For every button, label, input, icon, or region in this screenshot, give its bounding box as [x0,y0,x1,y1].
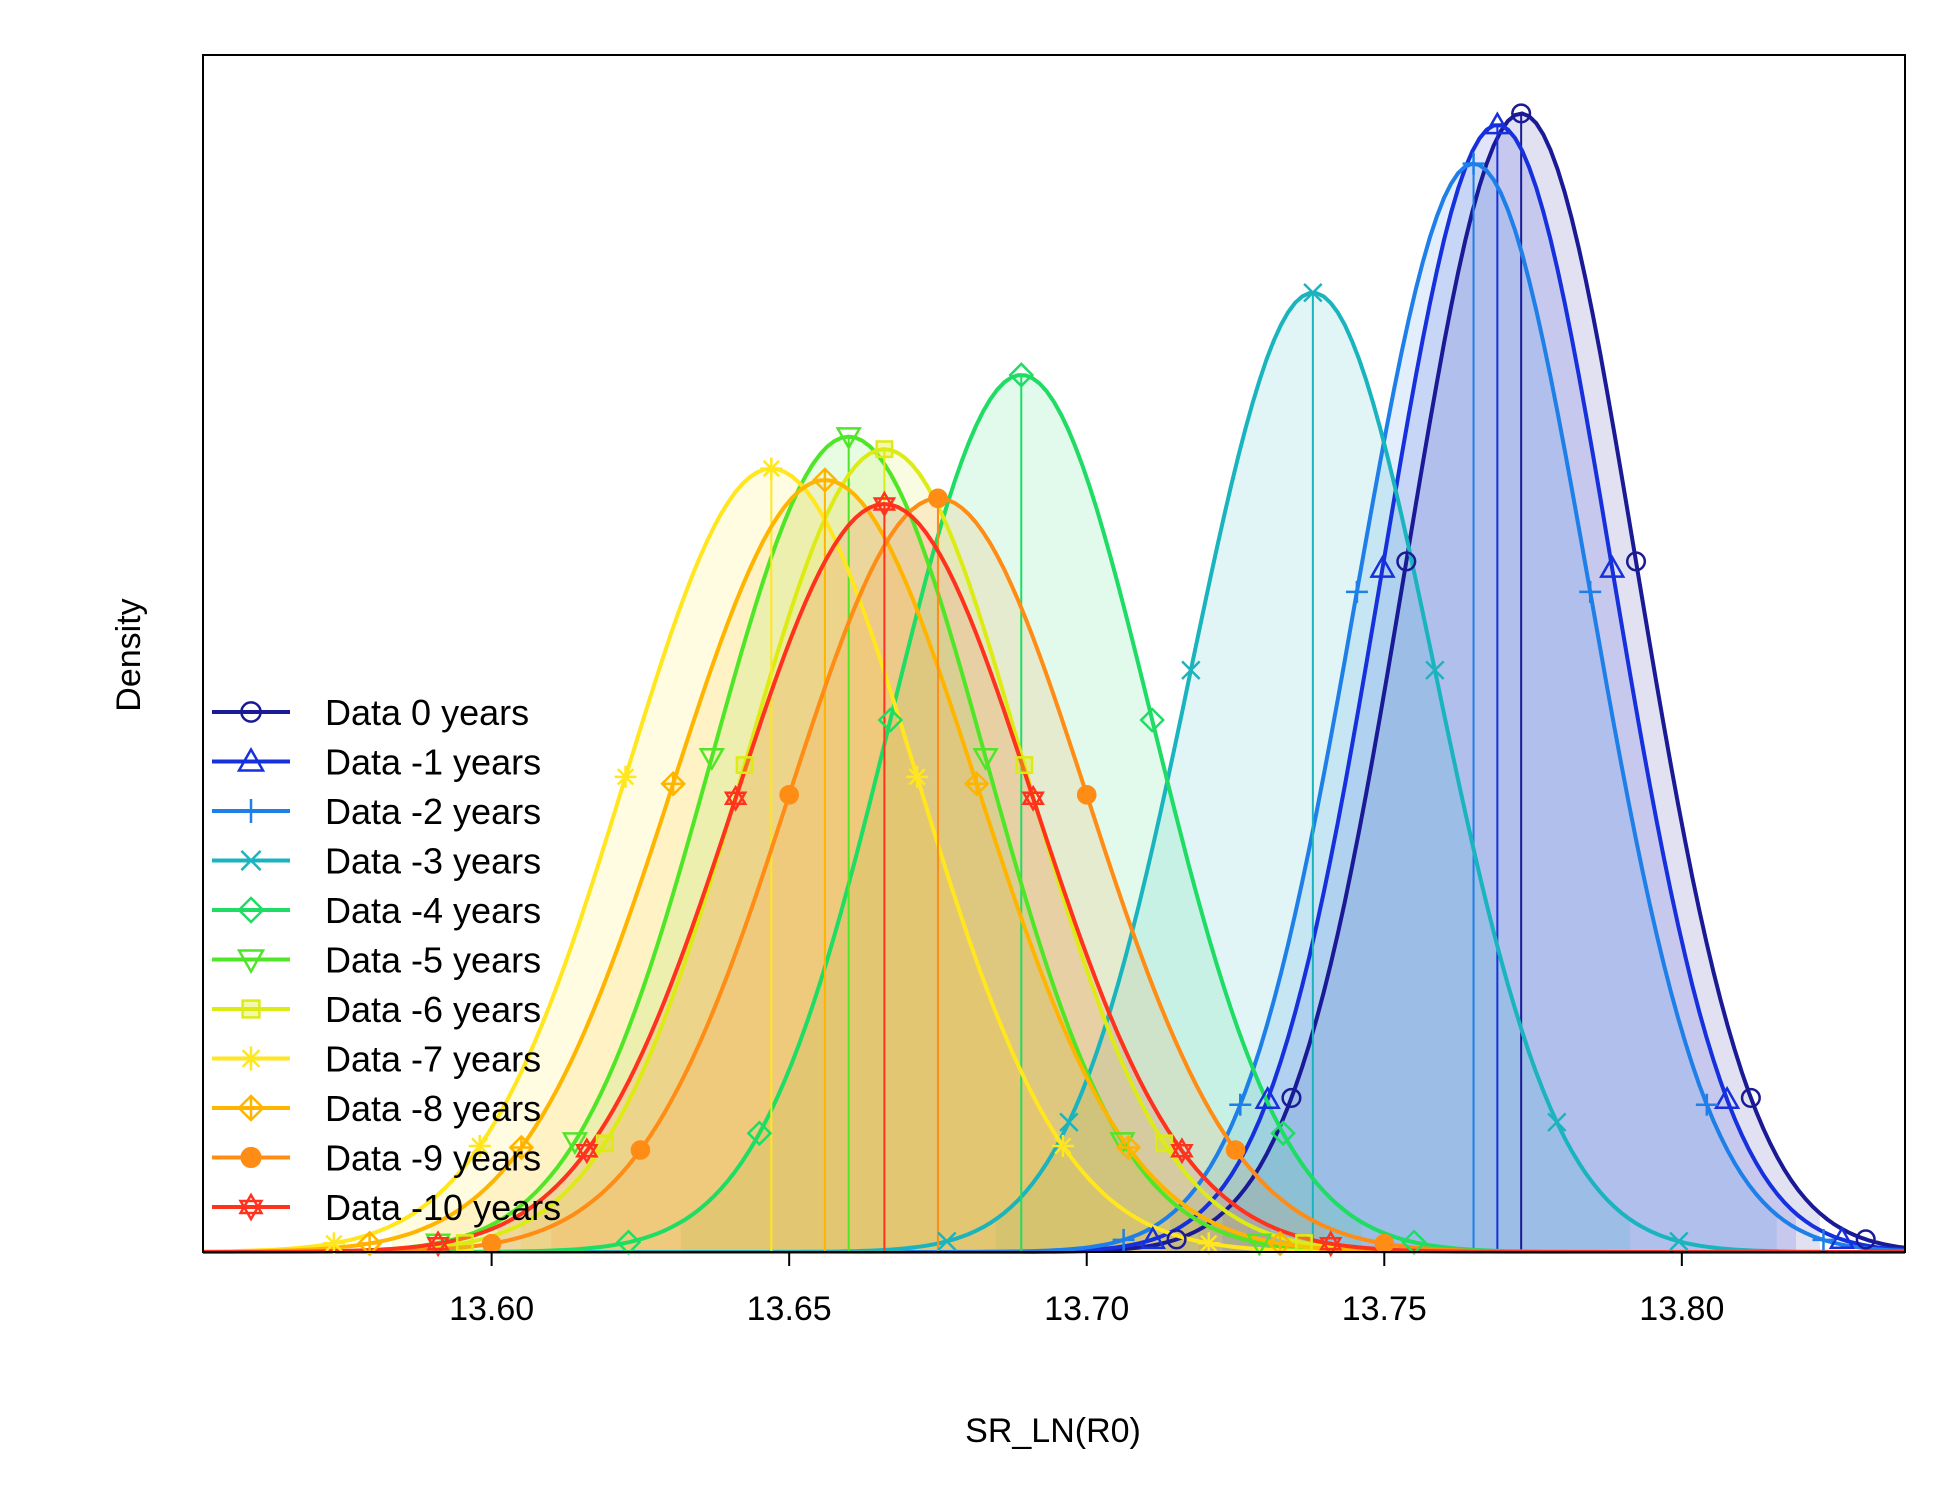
x-axis-label: SR_LN(R0) [965,1412,1141,1450]
legend-item: Data -4 years [212,890,541,931]
legend-label: Data -1 years [325,742,541,783]
legend: Data 0 years Data -1 years Data -2 years Da… [212,692,561,1228]
legend-item: Data -2 years [212,791,541,832]
legend-item: Data -10 years [212,1187,561,1228]
legend-item: Data -7 years [212,1039,541,1080]
legend-label: Data -10 years [325,1187,561,1228]
legend-item: Data -3 years [212,841,541,882]
x-tick-label: 13.60 [449,1290,534,1328]
legend-label: Data -4 years [325,890,541,931]
series-markers [455,440,1313,1253]
legend-label: Data -8 years [325,1088,541,1129]
series-markers [356,467,1293,1257]
series-markers [322,457,1220,1255]
series-markers [481,488,1395,1254]
series-markers [1112,152,1835,1251]
legend-label: Data -9 years [325,1138,541,1179]
series-markers [1139,111,1856,1249]
legend-label: Data -3 years [325,841,541,882]
legend-item: Data -8 years [212,1088,541,1129]
series-markers [615,362,1427,1256]
curve-markers [322,103,1876,1258]
legend-label: Data -7 years [325,1039,541,1080]
legend-item: Data -1 years [212,742,541,783]
legend-item: Data 0 years [212,692,529,733]
legend-label: Data -6 years [325,989,541,1030]
y-axis-label: Density [110,598,148,711]
legend-label: Data 0 years [325,692,529,733]
series-markers [1166,103,1876,1250]
series-markers [426,490,1343,1258]
x-tick-label: 13.65 [747,1290,832,1328]
legend-item: Data -9 years [212,1138,541,1179]
x-tick-label: 13.80 [1639,1290,1724,1328]
legend-item: Data -6 years [212,989,541,1030]
x-axis: 13.60 13.65 13.70 13.75 13.80 [449,1251,1724,1328]
series-markers [937,283,1689,1252]
legend-label: Data -5 years [325,940,541,981]
legend-label: Data -2 years [325,791,541,832]
legend-item: Data -5 years [212,940,541,981]
x-tick-label: 13.75 [1342,1290,1427,1328]
x-tick-label: 13.70 [1044,1290,1129,1328]
